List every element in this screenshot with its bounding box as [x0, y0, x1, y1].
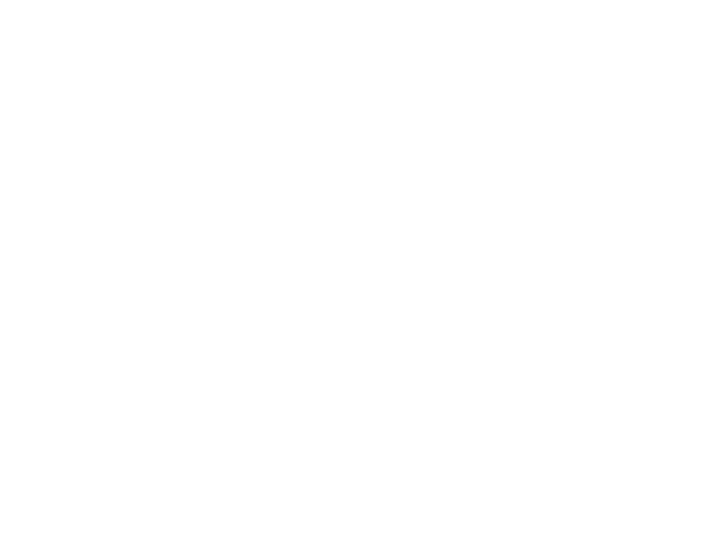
Text: *: * [49, 230, 65, 259]
Text: is the weighted average of
every naturally occurring isotopes of an atom.: is the weighted average of every natural… [215, 410, 683, 451]
Text: is the mass of a particular
isotope of an atom.: is the mass of a particular isotope of a… [197, 302, 467, 343]
Text: Mass number: Mass number [135, 302, 288, 321]
Text: Compare & contrast Mass Number and Atomic Mass:: Compare & contrast Mass Number and Atomi… [83, 231, 559, 249]
Text: •: • [111, 302, 124, 321]
Text: •: • [111, 410, 124, 429]
Text: atomic mass: atomic mass [154, 410, 297, 429]
Text: The: The [135, 410, 179, 429]
Text: Isotopes and Average Atomic
Mass: Isotopes and Average Atomic Mass [49, 43, 617, 125]
FancyBboxPatch shape [80, 270, 572, 486]
